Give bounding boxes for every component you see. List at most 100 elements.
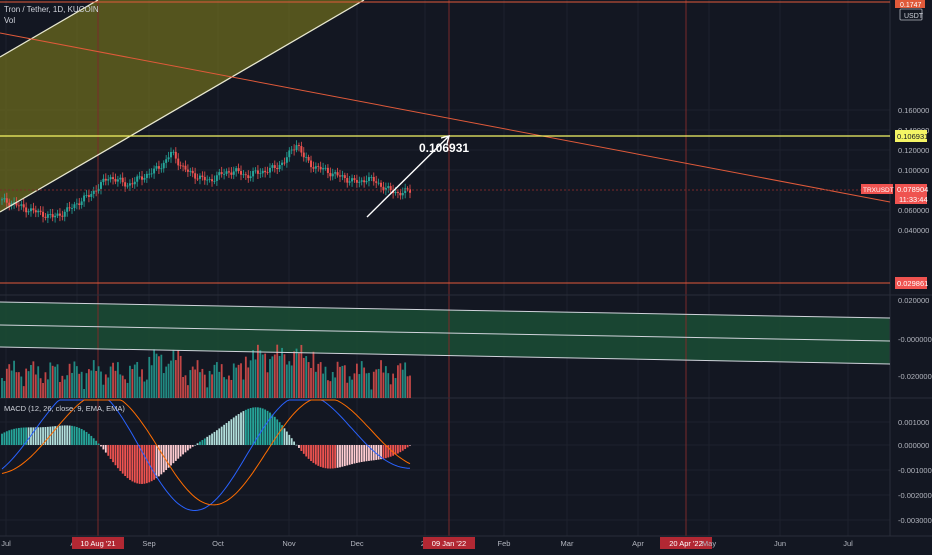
macd-histogram-bar [266,410,269,445]
candle-body [133,181,136,185]
macd-histogram-bar [104,445,107,453]
volume-bar [254,359,257,398]
macd-histogram-bar [223,424,226,445]
symbol-title[interactable]: Tron / Tether, 1D, KUCOIN [4,5,99,14]
volume-bar [228,375,230,398]
macd-histogram-bar [83,430,85,445]
macd-histogram-bar [312,445,315,463]
candle-body [189,170,192,172]
candle-body [375,181,378,183]
channel-lower-line [0,0,365,213]
volume-bar [177,350,180,398]
time-tick-label: 10 Aug '21 [80,539,115,548]
time-tick-label: 20 Apr '22 [669,539,703,548]
price-axis[interactable]: 0.1600000.1400000.1200000.1000000.060000… [898,106,932,525]
candle-body [334,172,337,174]
macd-histogram-bar [372,445,375,461]
candle-body [162,162,165,169]
volume-bar [143,381,146,398]
candle-body [58,213,61,216]
macd-histogram-bar [399,445,402,453]
macd-histogram-bar [172,445,175,464]
volume-bar [194,369,197,398]
macd-histogram-bar [37,427,40,445]
macd-histogram-bar [114,445,117,466]
macd-histogram-bar [170,445,172,466]
macd-histogram-bar [370,445,373,461]
candle-body [206,179,209,181]
candle-body [360,180,363,182]
candle-body [145,173,148,178]
macd-histogram-bar [264,409,267,445]
candle-body [141,176,144,180]
candle-body [99,182,102,189]
candle-body [8,202,11,206]
macd-histogram-bar [276,419,279,445]
volume-label[interactable]: Vol [4,16,16,25]
candle-body [295,145,298,151]
time-tick-label: Apr [632,539,644,548]
volume-bar [305,356,308,398]
candle-body [29,208,32,212]
volume-bar [148,356,151,398]
time-tick-label: Dec [350,539,364,548]
candle-body [377,182,380,184]
volume-bar [273,354,276,398]
macd-histogram-bar [85,431,88,445]
volume-bar [237,364,240,398]
volume-bar [300,344,303,398]
candle-body [56,213,59,216]
candle-body [126,185,129,187]
candle-body [203,176,206,181]
macd-histogram-bar [160,445,163,475]
macd-histogram-bar [56,425,59,445]
macd-histogram-bar [182,445,184,455]
macd-legend[interactable]: MACD (12, 26, close, 9, EMA, EMA) [4,404,125,413]
candle-body [218,172,221,176]
candle-body [338,175,341,177]
macd-histogram-bar [319,445,322,467]
volume-bar [375,369,378,398]
candle-body [259,173,262,175]
volume-bar [283,354,286,398]
volume-bar [257,344,259,398]
candle-body [196,178,199,180]
candle-body [83,195,86,202]
macd-histogram-bar [377,445,380,460]
candle-body [44,216,47,218]
candle-body [276,167,279,170]
candle-body [61,215,64,217]
macd-histogram-bar [136,445,139,484]
volume-bar [206,387,209,398]
price-tags: 0.1747 USDT 0.106931 TRXUSDT 0.078904 11… [861,0,928,289]
volume-bar [387,373,390,398]
middle-tick-label: -0.000000 [898,335,932,344]
macd-histogram-bar [112,445,114,463]
candle-body [46,214,49,218]
macd-histogram-bar [155,445,158,479]
macd-histogram-bar [90,435,93,445]
volume-bar [71,372,73,398]
volume-bar [329,381,332,398]
green-channel-lower-line [0,346,891,365]
candle-body [223,173,226,175]
candle-body [153,168,156,174]
time-axis[interactable]: JulAug10 Aug '21SepOctNovDec2009 Jan '22… [1,537,853,549]
macd-histogram-bar [44,427,47,445]
volume-bar [363,367,366,398]
candle-body [312,167,315,169]
candle-body [341,175,344,177]
candle-body [389,186,392,191]
macd-histogram-bar [143,445,146,484]
volume-bar [34,374,37,398]
macd-histogram-bar [191,445,194,447]
middle-tick-label: -0.020000 [898,372,932,381]
macd-histogram-bar [162,445,165,473]
candle-body [17,205,20,207]
volume-bar [339,366,341,398]
volume-bar [124,379,127,398]
volume-bar [116,362,119,398]
volume-bar [131,369,134,398]
